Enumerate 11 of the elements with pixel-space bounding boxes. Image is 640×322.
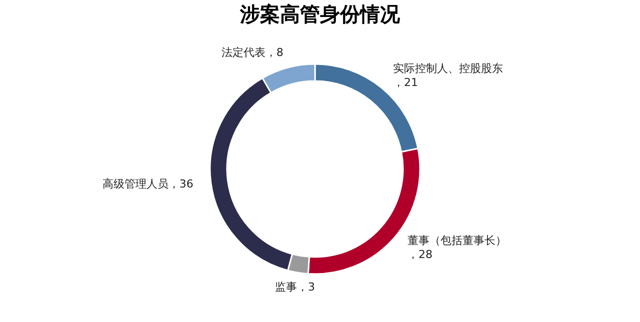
data-label: ，28 [407, 248, 432, 262]
data-label: ，36 [168, 178, 194, 191]
slice-label: 监事 [275, 280, 298, 294]
data-label: ，8 [265, 46, 284, 60]
slice-label: 董事（包括董事长） [407, 234, 506, 248]
slice-label: 实际控制人、控股股东 [393, 62, 504, 76]
chart-title: 涉案高管身份情况 [239, 2, 401, 26]
slice-label: 高级管理人员 [102, 178, 168, 191]
data-label: ，21 [393, 76, 418, 90]
data-label: ，3 [297, 280, 316, 294]
slice-label: 法定代表 [221, 46, 266, 60]
